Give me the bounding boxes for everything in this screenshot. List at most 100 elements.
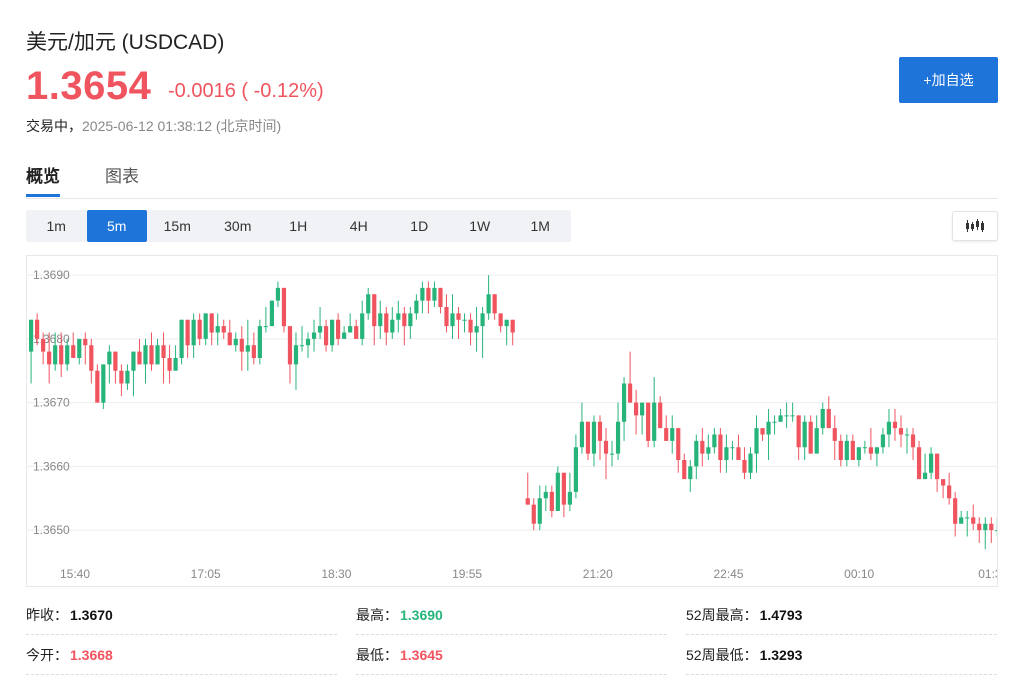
candle: [293, 332, 299, 390]
add-to-watchlist-button[interactable]: +加自选: [899, 57, 998, 103]
candle: [712, 428, 717, 454]
period-1mo[interactable]: 1M: [530, 218, 550, 234]
period-4h[interactable]: 4H: [349, 218, 368, 234]
candle: [498, 313, 503, 333]
candle-body: [480, 313, 485, 327]
candle-body: [802, 421, 807, 448]
candle: [814, 415, 819, 454]
x-tick-label-0: 15:40: [60, 567, 90, 581]
candle-body: [173, 358, 178, 371]
candle-body: [838, 440, 843, 460]
last-price: 1.3654: [26, 64, 152, 108]
candle: [432, 281, 437, 307]
tab-overview[interactable]: 概览: [26, 167, 60, 186]
candle-body: [567, 491, 572, 505]
candle: [137, 338, 142, 365]
candle-body: [694, 440, 699, 467]
candle: [227, 319, 232, 346]
candle: [71, 332, 76, 358]
tab-chart[interactable]: 图表: [105, 167, 139, 186]
candle: [995, 517, 997, 537]
candle-body: [299, 345, 305, 347]
candle: [754, 415, 759, 473]
period-1w[interactable]: 1W: [469, 218, 491, 234]
candle: [299, 326, 305, 352]
candle-body: [510, 319, 515, 333]
candle-body: [456, 313, 461, 320]
candle: [567, 472, 572, 511]
candle-body: [682, 460, 687, 480]
candle-body: [898, 428, 904, 435]
candle-body: [965, 517, 970, 519]
candle: [161, 332, 166, 384]
period-5m[interactable]: 5m: [86, 210, 147, 242]
candle-body: [275, 287, 281, 301]
candle-body: [233, 338, 238, 346]
chart-type-button[interactable]: [952, 211, 998, 241]
candle: [844, 434, 849, 467]
candle-body: [579, 421, 585, 448]
period-selector: 1m 5m 15m 30m 1H 4H 1D 1W 1M: [26, 210, 571, 242]
candle-body: [227, 332, 232, 346]
period-1m[interactable]: 1m: [46, 218, 66, 234]
candle-body: [366, 294, 371, 314]
candle-body: [754, 428, 759, 454]
candle: [444, 294, 449, 333]
candle-body: [119, 370, 124, 384]
candle: [591, 415, 597, 467]
candle-body: [197, 319, 202, 339]
candle: [450, 294, 455, 339]
trade-status: 交易中，2025-06-12 01:38:12 (北京时间): [26, 116, 281, 136]
candle: [215, 313, 220, 346]
candle: [47, 332, 52, 384]
candle-body: [585, 421, 591, 454]
candle: [694, 434, 699, 480]
candle: [492, 294, 497, 320]
candle-body: [360, 313, 365, 339]
stat-label: 昨收：: [26, 607, 68, 623]
stat-label: 52周最高：: [686, 607, 758, 623]
candle: [820, 402, 825, 435]
candle: [856, 447, 861, 467]
candle-body: [543, 491, 548, 499]
candle: [251, 332, 256, 365]
candle-body: [149, 345, 154, 365]
candle-body: [239, 338, 244, 352]
candle: [426, 281, 431, 314]
candle-body: [323, 326, 329, 346]
candle: [941, 479, 946, 499]
stat-value: 1.3668: [70, 647, 113, 663]
candle-body: [167, 358, 172, 371]
candle: [366, 287, 371, 320]
candle: [676, 428, 681, 473]
candle-body: [161, 345, 166, 358]
candle-body: [41, 338, 46, 352]
candle-body: [621, 383, 627, 422]
period-30m[interactable]: 30m: [224, 218, 252, 234]
stat-label: 52周最低：: [686, 647, 758, 663]
price-chart[interactable]: 1.3690 1.3680 1.3670 1.3660 1.3650 15:40 17:05…: [26, 255, 998, 587]
period-1d[interactable]: 1D: [410, 218, 429, 234]
candle: [480, 307, 485, 358]
period-15m[interactable]: 15m: [163, 218, 191, 234]
candle-body: [537, 498, 542, 524]
candle-body: [778, 415, 783, 422]
candle: [486, 275, 491, 320]
period-1h[interactable]: 1H: [289, 218, 308, 234]
candle: [408, 307, 413, 339]
candle: [149, 332, 154, 371]
candle-body: [706, 447, 711, 454]
candle-body: [498, 313, 503, 327]
candle-body: [790, 415, 795, 417]
candle: [947, 472, 952, 505]
candle: [700, 428, 705, 467]
candle: [185, 319, 190, 358]
candle-body: [922, 472, 928, 480]
candle-body: [760, 428, 765, 435]
candle-body: [59, 345, 64, 365]
candle-body: [772, 421, 777, 423]
candle-body: [137, 351, 142, 365]
candle-body: [348, 326, 353, 333]
candle: [131, 351, 136, 397]
stat-high: 最高： 1.3690: [356, 596, 667, 635]
